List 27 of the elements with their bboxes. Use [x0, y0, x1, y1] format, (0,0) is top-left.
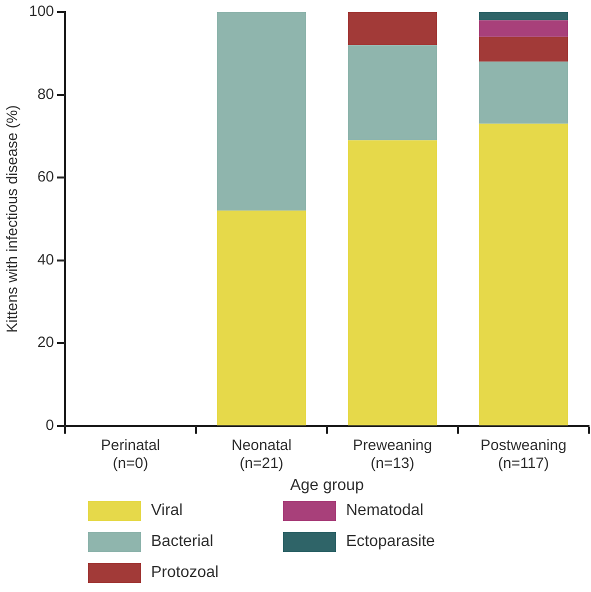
bar	[348, 12, 438, 46]
legend-label: Nematodal	[346, 502, 424, 520]
bar	[348, 140, 438, 426]
y-axis-title: Kittens with infectious disease (%)	[4, 105, 22, 333]
y-tick-label: 80	[37, 86, 54, 103]
x-tick-label: Neonatal (n=21)	[231, 436, 292, 472]
y-tick-label: 100	[28, 3, 54, 20]
bar	[478, 124, 568, 426]
y-tick-label: 0	[46, 416, 54, 434]
bar	[478, 36, 568, 62]
legend-label: Ectoparasite	[346, 532, 435, 550]
y-tick-label: 40	[37, 251, 54, 268]
y-tick-label: 60	[37, 168, 54, 186]
legend-label: Protozoal	[151, 564, 219, 582]
bar	[478, 12, 568, 20]
x-axis-title: Age group	[290, 476, 364, 494]
bar	[348, 45, 438, 140]
bar	[216, 12, 306, 211]
bar	[478, 20, 568, 37]
legend-label: Viral	[151, 502, 183, 520]
x-tick-label: Perinatal (n=0)	[100, 436, 160, 472]
x-tick-label: Preweaning (n=13)	[352, 436, 432, 472]
x-tick-label: Postweaning (n=117)	[480, 436, 566, 472]
y-tick-label: 20	[37, 334, 54, 352]
bar	[478, 62, 568, 124]
legend-label: Bacterial	[151, 532, 214, 550]
bar	[216, 210, 306, 426]
